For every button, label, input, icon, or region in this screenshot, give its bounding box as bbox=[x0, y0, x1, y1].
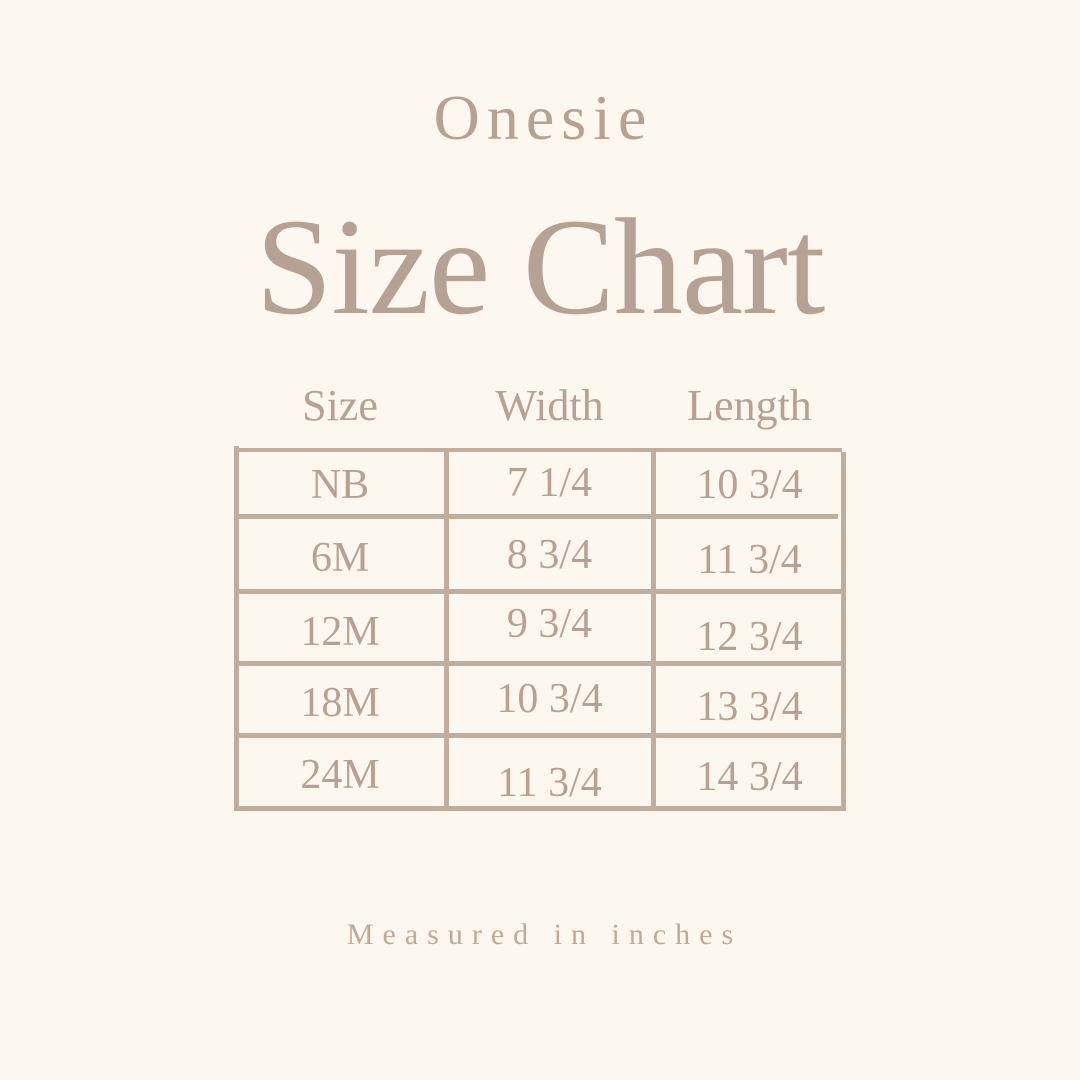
cell-length-1: 11 3/4 bbox=[697, 537, 802, 583]
footer-measurement-note: Measured in inches bbox=[346, 918, 743, 951]
table-divider-2 bbox=[651, 448, 656, 811]
cell-size-1: 6M bbox=[310, 535, 370, 581]
table-border-left bbox=[234, 446, 239, 811]
page-eyebrow-title: Onesie bbox=[433, 82, 654, 153]
column-header-size: Size bbox=[302, 381, 378, 430]
column-header-length: Length bbox=[687, 381, 812, 430]
cell-size-2: 12M bbox=[300, 609, 380, 655]
cell-length-2: 12 3/4 bbox=[696, 614, 803, 660]
cell-size-4: 24M bbox=[300, 752, 380, 798]
size-table: NB 7 1/4 10 3/4 6M 8 3/4 11 3/4 12M 9 3/… bbox=[234, 446, 846, 812]
page-title: Size Chart bbox=[255, 190, 826, 343]
cell-size-0: NB bbox=[310, 462, 370, 508]
cell-length-0: 10 3/4 bbox=[696, 462, 803, 508]
cell-width-4: 11 3/4 bbox=[497, 760, 602, 806]
cell-size-3: 18M bbox=[300, 680, 380, 726]
cell-width-2: 9 3/4 bbox=[506, 601, 593, 647]
cell-width-1: 8 3/4 bbox=[506, 532, 593, 578]
table-divider-1 bbox=[444, 451, 449, 811]
cell-width-0: 7 1/4 bbox=[506, 460, 593, 506]
table-rule-1 bbox=[234, 514, 838, 519]
table-rule-2 bbox=[234, 589, 846, 594]
cell-width-3: 10 3/4 bbox=[496, 676, 603, 722]
table-column-headers: Size Width Length bbox=[234, 381, 846, 438]
cell-length-4: 14 3/4 bbox=[696, 754, 803, 800]
column-header-width: Width bbox=[495, 381, 604, 430]
table-rule-4 bbox=[234, 733, 846, 738]
cell-length-3: 13 3/4 bbox=[696, 684, 803, 730]
table-border-right bbox=[841, 452, 846, 811]
table-rule-bottom bbox=[234, 806, 846, 811]
table-rule-3 bbox=[234, 661, 846, 666]
table-rule-top bbox=[238, 448, 842, 452]
